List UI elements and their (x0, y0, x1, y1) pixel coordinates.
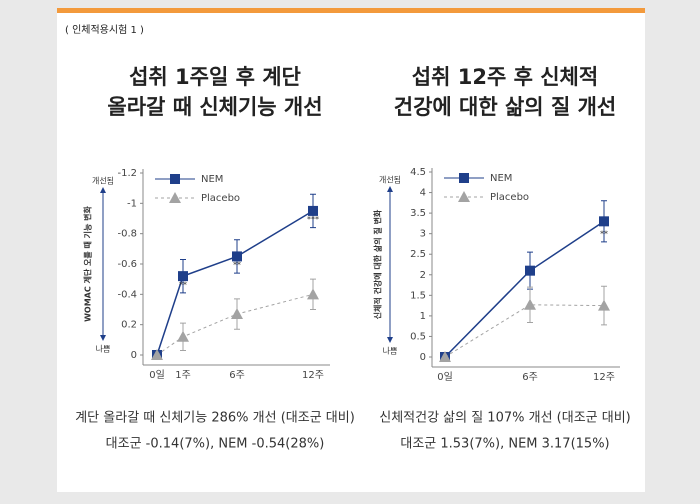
summary: 대조군 1.53(7%), NEM 3.17(15%) (400, 437, 609, 452)
y-tick-label: -1.2 (117, 168, 137, 179)
x-tick-label: 12주 (302, 370, 324, 381)
y-tick-label: 2 (420, 270, 426, 281)
marker (439, 351, 451, 362)
y-tick-label: 3.5 (410, 208, 426, 219)
legend-label: Placebo (490, 192, 529, 203)
legend-label: NEM (201, 174, 223, 185)
header-label: ( 인체적용시험 1 ) (65, 24, 144, 36)
y-axis-title: WOMAC 계단 오를 때 기능 변화 (83, 205, 93, 321)
marker (599, 216, 609, 227)
summary: 대조군 -0.14(7%), NEM -0.54(28%) (106, 437, 325, 452)
series-line (156, 293, 314, 356)
series-line (156, 210, 314, 356)
y-tick-label: -0.4 (117, 289, 137, 300)
marker (178, 271, 188, 282)
y-tick-label: 4 (420, 188, 426, 199)
y-tick-label: 3 (420, 229, 426, 240)
y-tick-label: -1 (127, 198, 137, 209)
significance: *** (307, 215, 319, 224)
y-axis-title: 신체적 건강에 대한 삶의 질 변화 (373, 209, 383, 319)
summary: 신체적건강 삶의 질 107% 개선 (대조군 대비) (379, 411, 631, 426)
marker (524, 298, 536, 310)
marker (458, 191, 470, 202)
marker (308, 205, 318, 216)
card (57, 8, 645, 492)
chart-title: 건강에 대한 삶의 질 개선 (394, 95, 616, 119)
y-tick-label: 4.5 (410, 167, 426, 178)
y-top-label: 개선됨 (92, 176, 114, 186)
y-top-label: 개선됨 (379, 175, 401, 185)
significance: ** (179, 280, 187, 289)
significance: ** (600, 229, 608, 238)
marker (231, 308, 243, 320)
y-tick-label: 0 (131, 350, 137, 361)
marker (151, 349, 163, 360)
y-tick-label: -0.6 (117, 259, 137, 270)
legend-label: Placebo (201, 193, 240, 204)
x-tick-label: 6주 (229, 370, 245, 381)
chart-title: 섭취 1주일 후 계단 (129, 65, 301, 89)
y-tick-label: -0.8 (117, 229, 137, 240)
y-tick-label: 0 (420, 352, 426, 363)
x-tick-label: 0일 (149, 369, 165, 381)
summary: 계단 올라갈 때 신체기능 286% 개선 (대조군 대비) (75, 411, 355, 426)
x-tick-label: 1주 (175, 370, 191, 381)
y-tick-label: 1.5 (410, 290, 426, 301)
y-tick-label: 0.5 (410, 331, 426, 342)
accent-bar (57, 8, 645, 13)
significance: ** (233, 261, 241, 270)
legend-label: NEM (490, 173, 512, 184)
marker (170, 174, 180, 184)
marker (307, 288, 319, 300)
marker (525, 265, 535, 276)
chart-title: 섭취 12주 후 신체적 (412, 65, 598, 89)
chart-title: 올라갈 때 신체기능 개선 (107, 95, 322, 119)
marker (169, 192, 181, 203)
x-tick-label: 0일 (437, 371, 453, 383)
y-tick-label: 0.2 (121, 320, 137, 331)
marker (598, 299, 610, 311)
marker (177, 330, 189, 342)
x-tick-label: 6주 (522, 372, 538, 383)
marker (459, 173, 469, 183)
y-bottom-label: 나쁨 (383, 347, 398, 356)
y-tick-label: 1 (420, 311, 426, 322)
y-bottom-label: 나쁨 (96, 345, 111, 354)
y-tick-label: 2.5 (410, 249, 426, 260)
marker (232, 251, 242, 262)
x-tick-label: 12주 (593, 372, 615, 383)
